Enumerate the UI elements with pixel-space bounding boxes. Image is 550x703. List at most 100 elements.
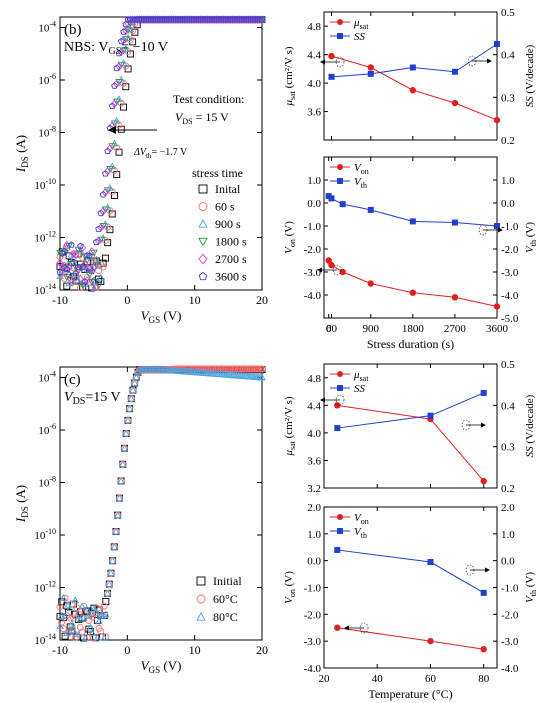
right-tick-label: 0.5 [501,359,515,371]
data-point [99,234,107,242]
right-data-point [367,206,374,213]
left-tick-label: 3.2 [307,483,321,495]
left-axis-main: μ [283,100,295,107]
data-point [59,614,67,622]
left-axis-sub: sat [288,440,297,450]
x-axis-label-b: VGS (V) [141,308,182,325]
left-data-point [427,637,434,645]
left-data-point [493,303,501,310]
legend-marker [337,385,343,391]
data-point [99,263,107,271]
data-point [74,630,83,638]
legend-label: μsat [353,369,369,383]
right-tick-label: -4.0 [501,290,519,302]
x-tick-label: 3600 [486,323,509,335]
y-tick-exp: -6 [49,72,56,81]
data-point [92,262,101,270]
data-point [56,603,64,611]
hint-ellipse [332,264,342,276]
legend-name: SS [354,31,366,43]
hint-ellipse [359,622,369,634]
left-axis-main: μ [283,450,295,457]
left-tick-label: 4.8 [307,373,321,385]
legend-sub: th [361,181,367,190]
y-axis-label-b-unit: (A) [13,135,28,156]
legend-name: V [354,526,362,538]
left-data-point [328,261,335,269]
left-tick-label: 4.4 [307,400,321,412]
legend-sub: th [361,531,367,540]
x-tick-label: 80 [478,673,490,685]
data-point [104,147,112,155]
y-tick-exp: -8 [49,475,56,484]
data-point [122,429,130,437]
left-axis-main: V [283,596,295,604]
y-tick-label: 10-8 [38,475,56,490]
legend-name: V [354,162,362,174]
left-axis-text: μsat (cm²/V s) [283,396,297,456]
legend-label: Von [354,162,369,176]
right-axis-label: SS (V/decade) [524,44,536,107]
legend-marker [337,164,343,170]
data-point [67,241,75,248]
data-point [71,634,79,642]
hint-arrow-head [320,59,325,65]
data-point [59,593,68,601]
data-point [68,627,76,635]
data-point [86,623,95,631]
data-point [124,34,132,41]
x-tick-label: 0 [326,323,332,335]
data-point [122,62,130,70]
left-axis-text: Von (V) [283,571,297,604]
condition-val: = −10 V [121,40,168,55]
left-axis-unit: (V) [283,571,295,589]
data-point [88,628,97,636]
data-point [117,477,125,484]
shift-arrow-head [108,126,116,134]
hint-arrow-head [485,567,490,573]
left-axis-unit: (cm²/V s) [283,396,295,441]
x-tick-label: -10 [52,293,68,307]
left-tick-label: -3.0 [304,267,322,279]
right-tick-label: -1.0 [501,583,519,595]
left-axis-label: Von (V) [283,571,297,604]
data-point [86,252,93,259]
legend-title: stress time [192,166,243,180]
y-tick-base: 10 [38,128,50,140]
legend-label: 80°C [213,610,238,624]
x-tick-label: 2700 [444,323,467,335]
hint-arrow-head [317,267,322,273]
left-axis-text: μsat (cm²/V s) [283,46,297,106]
legend-marker [196,612,206,621]
data-point [115,148,123,156]
data-point [88,247,96,256]
data-point [98,611,107,619]
y-tick-base: 10 [38,23,50,35]
right-tick-label: 0.4 [501,50,515,62]
data-point [113,171,121,179]
y-tick-base: 10 [38,373,50,385]
data-point [70,614,78,622]
data-point [90,284,98,291]
data-point [107,569,115,577]
data-point [102,610,110,618]
left-tick-label: -3.0 [304,636,322,648]
legend-marker [196,576,206,586]
right-tick-label: 1.0 [501,175,515,187]
data-point [85,612,93,619]
legend-name: μ [353,369,360,381]
x-tick-label: 40 [372,673,384,685]
data-point [93,633,102,641]
condition-main: NBS: V [64,40,108,55]
legend-marker [337,514,343,520]
data-point [113,64,121,72]
data-point [122,45,130,52]
legend-marker [198,237,208,247]
left-data-point [451,99,459,107]
x-tick-label: 20 [319,673,331,685]
right-axis-text: Vth (V) [524,572,538,603]
data-point [122,83,130,91]
left-series-line [337,627,484,650]
